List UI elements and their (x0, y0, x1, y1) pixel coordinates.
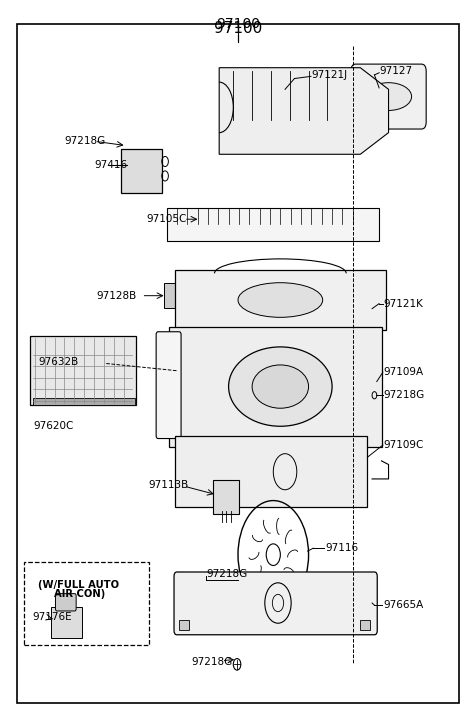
Text: 97128B: 97128B (97, 292, 137, 302)
Text: 97100: 97100 (216, 17, 260, 31)
Text: 97109C: 97109C (384, 440, 424, 450)
FancyBboxPatch shape (33, 398, 135, 406)
FancyBboxPatch shape (121, 148, 162, 193)
Text: 97113B: 97113B (149, 480, 189, 490)
FancyBboxPatch shape (56, 594, 76, 611)
Text: 97121K: 97121K (384, 299, 424, 309)
Text: 97109A: 97109A (384, 367, 424, 377)
Text: 97127: 97127 (379, 66, 412, 76)
FancyBboxPatch shape (213, 481, 239, 513)
Polygon shape (168, 209, 379, 241)
Text: AIR CON): AIR CON) (54, 590, 105, 599)
Text: 97105C: 97105C (146, 214, 187, 224)
Text: 97121J: 97121J (311, 70, 347, 80)
FancyBboxPatch shape (175, 436, 367, 507)
Text: 97620C: 97620C (33, 421, 74, 431)
Text: 97218G: 97218G (191, 657, 232, 667)
Ellipse shape (252, 365, 308, 409)
Text: 97218G: 97218G (384, 390, 425, 401)
Text: 97176E: 97176E (32, 611, 71, 622)
Text: 97100: 97100 (214, 20, 262, 36)
Text: 97416: 97416 (95, 160, 128, 170)
Text: 97218G: 97218G (206, 569, 247, 579)
Text: 97218G: 97218G (64, 136, 105, 146)
FancyBboxPatch shape (360, 619, 370, 630)
FancyBboxPatch shape (164, 284, 176, 308)
FancyBboxPatch shape (169, 326, 382, 447)
FancyBboxPatch shape (178, 619, 189, 630)
Ellipse shape (366, 83, 412, 111)
Text: (W/FULL AUTO: (W/FULL AUTO (38, 580, 119, 590)
Text: 97116: 97116 (325, 543, 358, 553)
Text: 97632B: 97632B (38, 357, 79, 367)
FancyBboxPatch shape (351, 64, 426, 129)
Polygon shape (219, 68, 388, 154)
FancyBboxPatch shape (175, 270, 386, 330)
Ellipse shape (228, 347, 332, 426)
FancyBboxPatch shape (156, 332, 181, 438)
Text: 97665A: 97665A (383, 601, 423, 610)
FancyBboxPatch shape (51, 606, 82, 638)
FancyBboxPatch shape (30, 336, 136, 406)
Ellipse shape (238, 283, 323, 317)
FancyBboxPatch shape (174, 572, 377, 635)
